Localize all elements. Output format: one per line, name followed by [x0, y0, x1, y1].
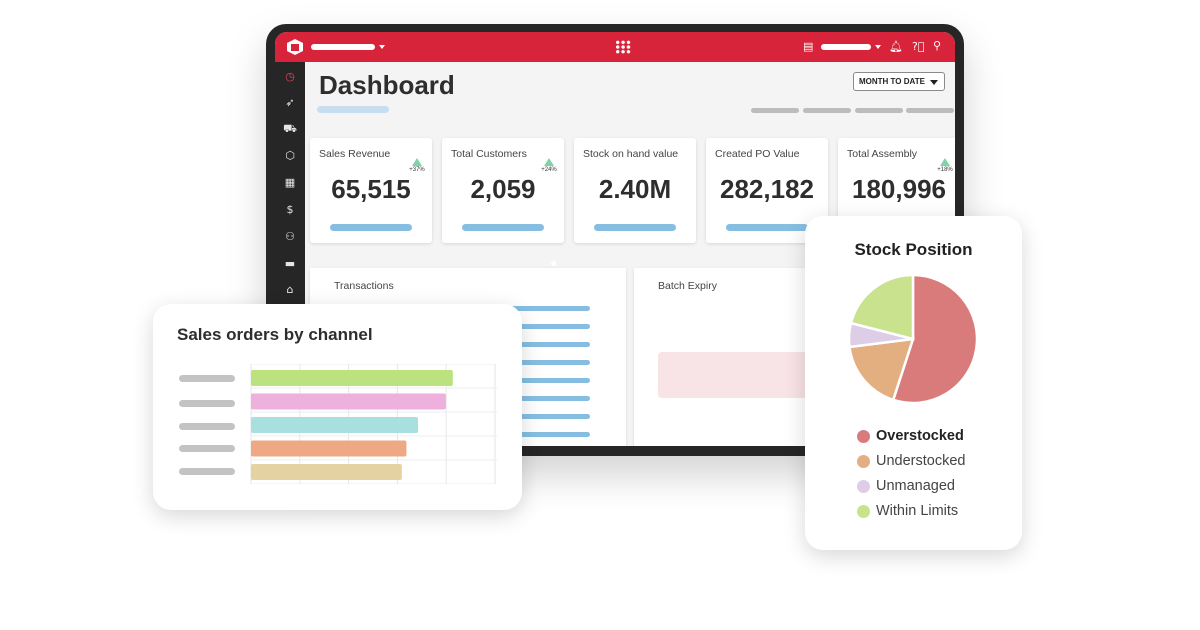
transaction-bar [510, 342, 590, 347]
user-menu[interactable] [821, 44, 871, 50]
card-title: Sales orders by channel [177, 325, 373, 344]
kpi-label: Total Customers [451, 148, 527, 160]
category-label-placeholder [179, 445, 235, 452]
dashboard-icon[interactable]: ◷ [285, 70, 295, 83]
bar[interactable] [251, 393, 446, 410]
legend-item[interactable]: Within Limits [857, 501, 965, 526]
filter-pill[interactable] [803, 108, 851, 113]
truck-stack-icon[interactable]: ▦ [284, 176, 296, 189]
kpi-card-total-customers[interactable]: Total Customers +24% 2,059 [442, 138, 564, 243]
kpi-trend: +18% [936, 158, 954, 173]
trend-up-icon [940, 158, 950, 166]
panel-title: Batch Expiry [658, 280, 717, 292]
server-icon[interactable]: ▤ [803, 40, 814, 53]
kpi-trend-percent: +18% [937, 167, 953, 173]
transaction-bar [510, 396, 590, 401]
kpi-value: 2.40M [598, 174, 672, 204]
company-selector[interactable] [311, 44, 375, 50]
kpi-bar [594, 224, 676, 231]
date-range-select[interactable]: MONTH TO DATE [853, 72, 945, 91]
chart-legend: Overstocked Understocked Unmanaged Within L… [857, 426, 965, 526]
stock-position-card: Stock Position Overstocked Understocked Un… [805, 216, 1022, 550]
kpi-label: Stock on hand value [583, 148, 679, 160]
kpi-value: 2,059 [470, 174, 536, 204]
kpi-trend-percent: +37% [409, 167, 425, 173]
legend-label: Unmanaged [876, 478, 955, 494]
legend-swatch [857, 455, 870, 468]
trend-up-icon [412, 158, 422, 166]
filter-pill[interactable] [906, 108, 954, 113]
kpi-label: Total Assembly [847, 148, 918, 160]
title-accent-bar [317, 106, 389, 113]
legend-swatch [857, 505, 870, 518]
bar[interactable] [251, 464, 402, 480]
kpi-trend: +24% [540, 158, 558, 173]
kpi-bar [726, 224, 808, 231]
kpi-bar [462, 224, 544, 231]
category-label-placeholder [179, 375, 235, 382]
bar[interactable] [251, 370, 453, 386]
kpi-value: 282,182 [720, 174, 814, 204]
store-icon[interactable]: ⌂ [286, 283, 294, 296]
chevron-down-icon [930, 80, 938, 85]
pie-slice[interactable] [849, 273, 915, 341]
kpi-card-sales-revenue[interactable]: Sales Revenue +37% 65,515 [310, 138, 432, 243]
bar[interactable] [251, 417, 419, 433]
legend-swatch [857, 480, 870, 493]
transaction-bar [510, 432, 590, 437]
rocket-icon[interactable]: ➶ [285, 96, 295, 109]
chevron-down-icon[interactable] [379, 45, 385, 49]
sales-orders-bar-chart [250, 364, 497, 484]
legend-label: Within Limits [876, 503, 959, 519]
filter-pill[interactable] [855, 108, 903, 113]
category-label-placeholder [179, 400, 235, 407]
legend-item[interactable]: Overstocked [857, 426, 965, 451]
stock-position-pie-chart [847, 273, 979, 405]
search-icon[interactable]: ⚲ [933, 39, 942, 52]
transaction-bar [510, 306, 590, 311]
bar[interactable] [251, 440, 407, 457]
legend-item[interactable]: Understocked [857, 451, 965, 476]
transaction-bar [510, 360, 590, 365]
app-logo-icon[interactable] [287, 39, 303, 55]
transaction-bar [510, 414, 590, 419]
users-icon[interactable]: ⚇ [285, 230, 295, 243]
filter-pill[interactable] [751, 108, 799, 113]
kpi-trend-percent: +24% [541, 167, 557, 173]
legend-label: Overstocked [876, 428, 964, 444]
kpi-trend: +37% [408, 158, 426, 173]
apps-grid-icon[interactable] [615, 40, 631, 54]
category-label-placeholder [179, 468, 235, 475]
delivery-icon[interactable]: ▬ [284, 257, 296, 270]
transaction-bar [510, 324, 590, 329]
bell-icon[interactable]: 🔔︎ [889, 40, 903, 53]
page-title: Dashboard [319, 70, 455, 100]
legend-item[interactable]: Unmanaged [857, 476, 965, 501]
cart-icon[interactable]: ⛟ [283, 122, 297, 135]
kpi-label: Sales Revenue [319, 148, 391, 160]
date-range-label: MONTH TO DATE [859, 77, 925, 86]
legend-swatch [857, 430, 870, 443]
kpi-card-stock-on-hand[interactable]: Stock on hand value 2.40M [574, 138, 696, 243]
transaction-bar [510, 378, 590, 383]
help-icon[interactable]: ?⃝ [912, 40, 925, 53]
kpi-value: 180,996 [852, 174, 946, 204]
card-title: Stock Position [854, 240, 973, 259]
trend-up-icon [544, 158, 554, 166]
kpi-label: Created PO Value [715, 148, 800, 160]
legend-label: Understocked [876, 453, 966, 469]
dollar-icon[interactable]: $ [286, 203, 294, 216]
kpi-bar [330, 224, 412, 231]
panel-title: Transactions [334, 280, 394, 292]
kpi-value: 65,515 [331, 174, 411, 204]
pie-slice[interactable] [848, 337, 915, 402]
carousel-dot[interactable] [551, 261, 556, 266]
top-navigation-bar: ▤ 🔔︎ ?⃝ ⚲ [275, 32, 955, 62]
chevron-down-icon[interactable] [875, 45, 881, 49]
box-icon[interactable]: ⬡ [285, 149, 295, 162]
category-label-placeholder [179, 423, 235, 430]
sales-orders-card: Sales orders by channel [153, 304, 522, 510]
